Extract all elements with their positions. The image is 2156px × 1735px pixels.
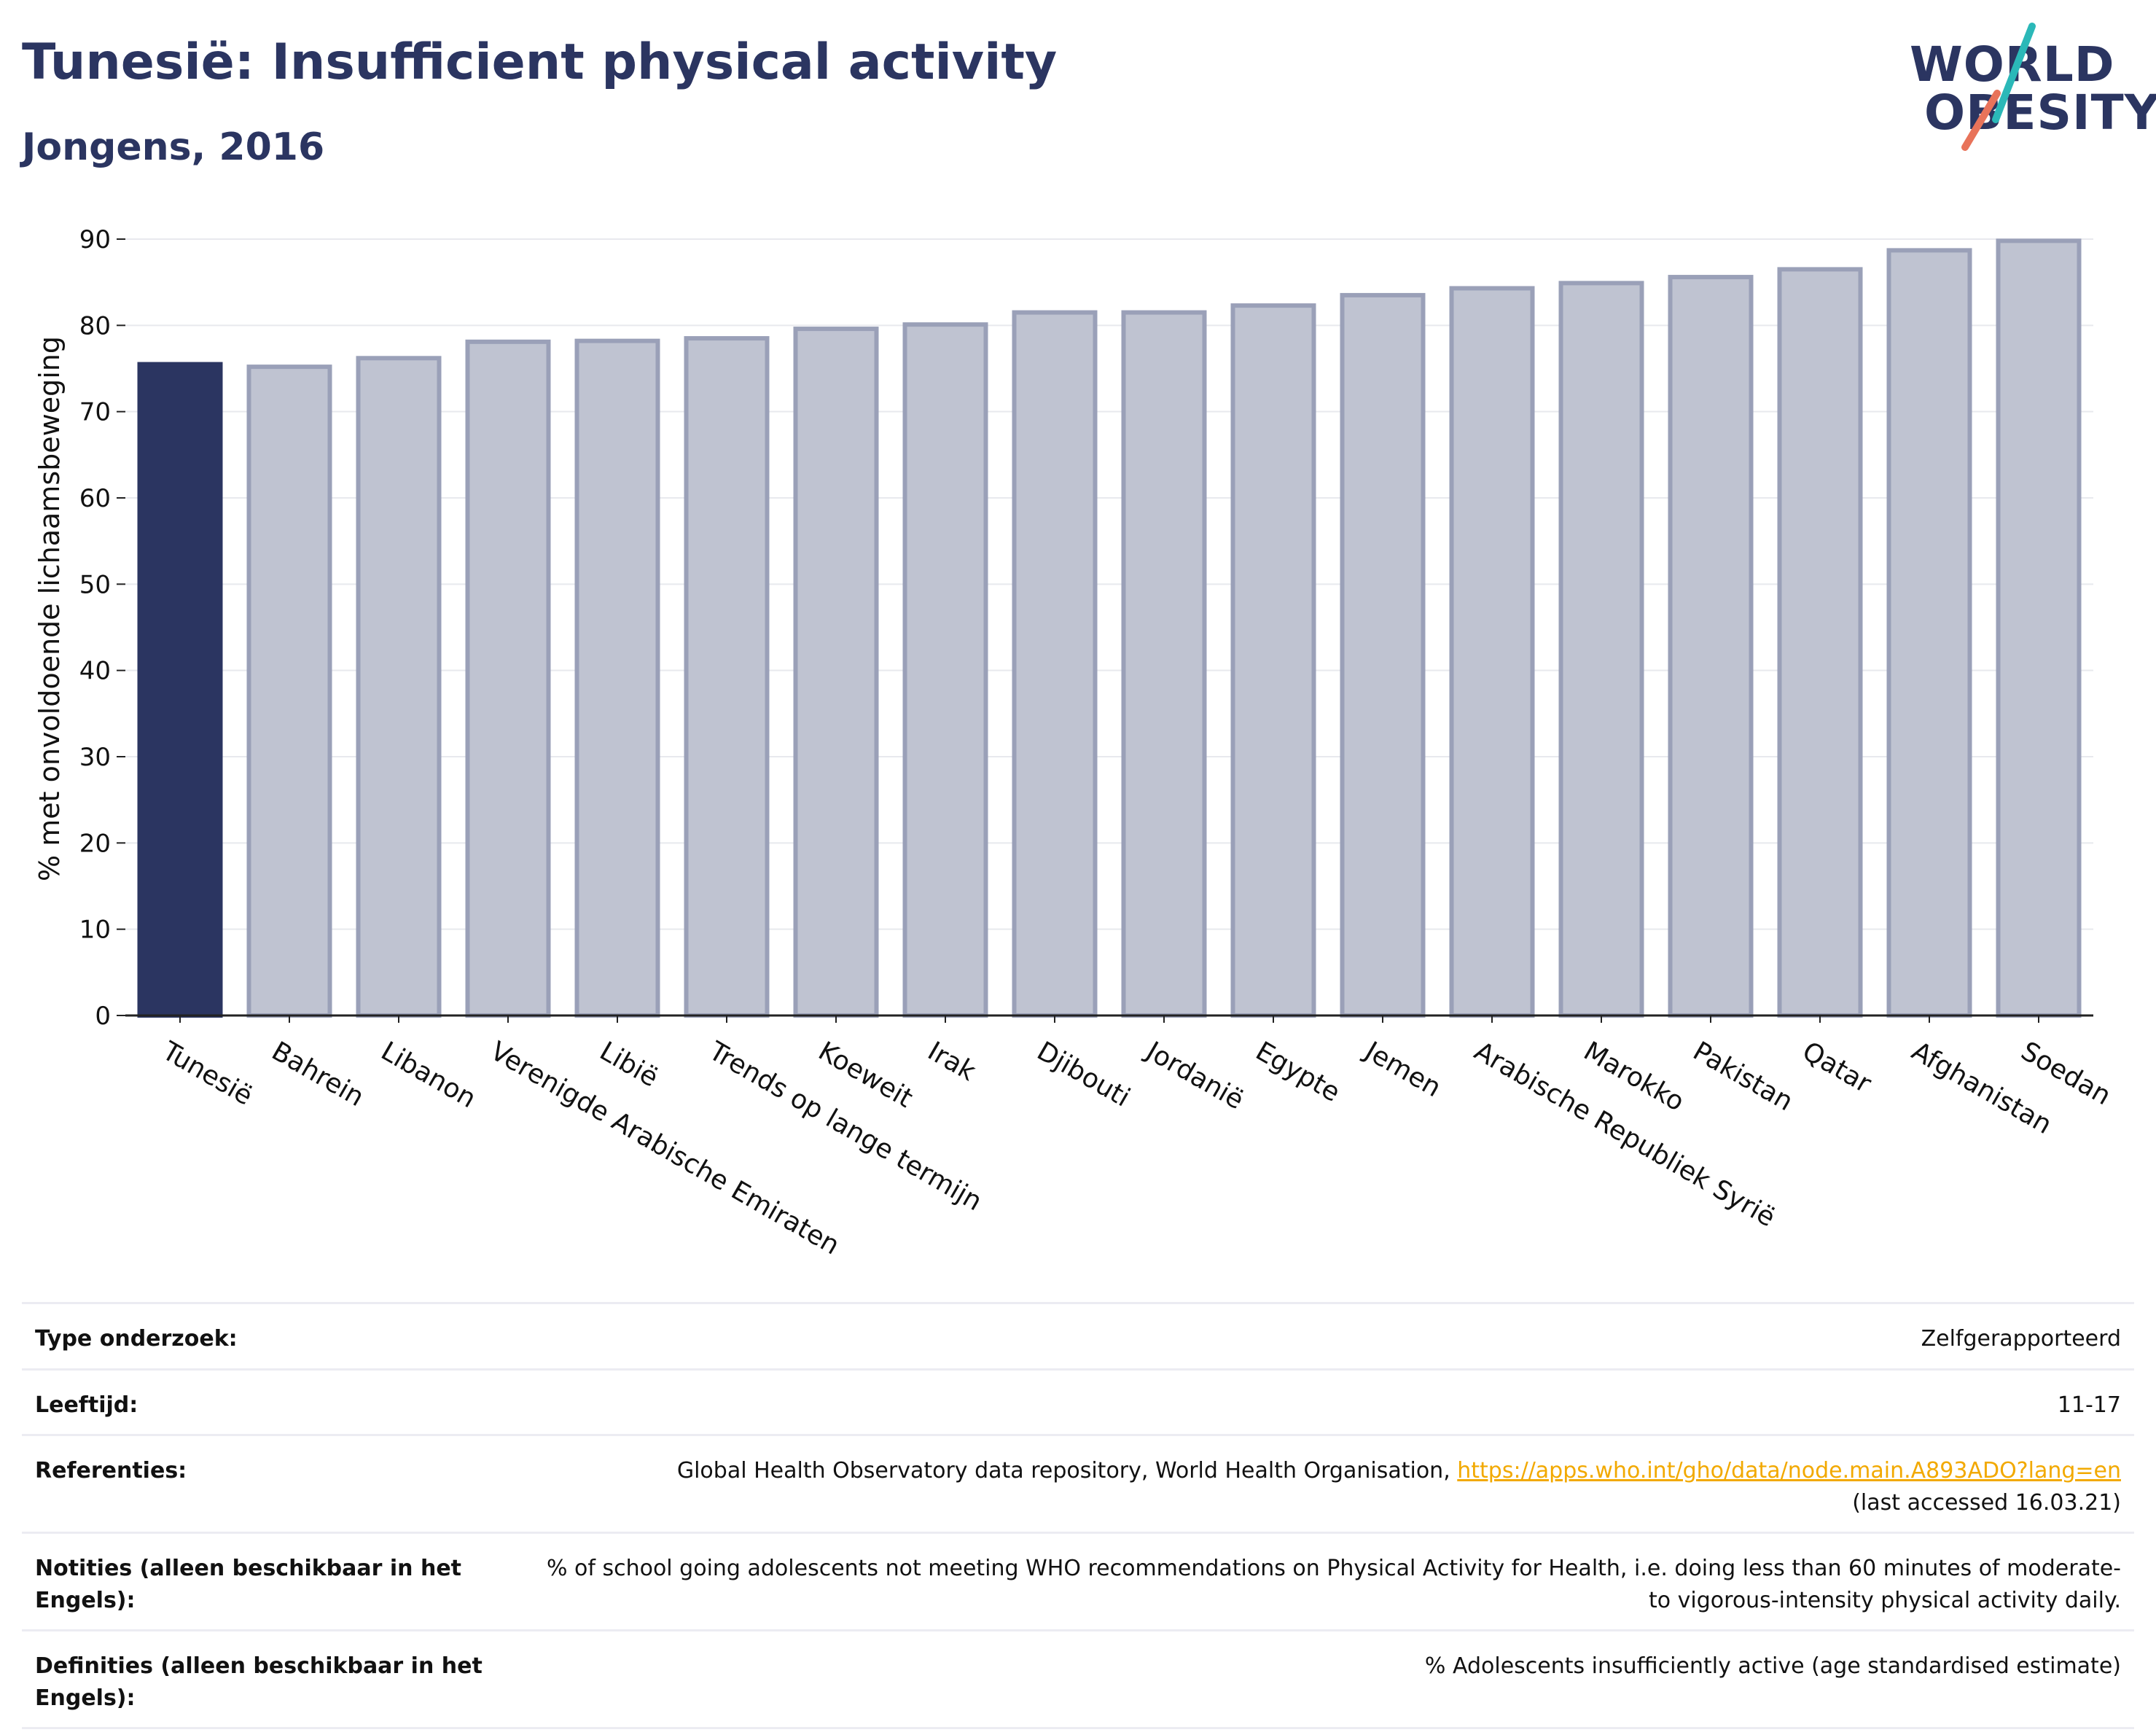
logo-slash-coral — [1961, 90, 2001, 151]
x-tick-label: Verenigde Arabische Emiraten — [485, 1036, 845, 1260]
bar-chart: 0 10 20 30 40 50 60 70 80 90 Tunesië Bahrein Libano… — [79, 225, 2116, 1261]
meta-value: Zelfgerapporteerd — [515, 1302, 2134, 1369]
bar — [1558, 281, 1644, 1018]
meta-key: Referenties: — [22, 1434, 515, 1533]
bar — [1668, 275, 1754, 1018]
x-tick-label: Djibouti — [1032, 1036, 1135, 1112]
y-tick-label: 70 — [79, 398, 111, 427]
bar — [574, 338, 660, 1018]
bar — [902, 322, 988, 1018]
meta-value: % Adolescents insufficiently active (age… — [515, 1629, 2134, 1729]
chart-title: Tunesië: Insufficient physical activity — [22, 34, 1058, 91]
y-tick-label: 40 — [79, 657, 111, 686]
y-axis-ticks: 0 10 20 30 40 50 60 70 80 90 — [79, 225, 125, 1031]
meta-row-references: Referenties: Global Health Observatory d… — [22, 1434, 2134, 1533]
y-tick-label: 30 — [79, 743, 111, 772]
metadata-table: Type onderzoek: Zelfgerapporteerd Leefti… — [22, 1302, 2134, 1729]
reference-link[interactable]: https://apps.who.int/gho/data/node.main.… — [1457, 1458, 2121, 1483]
y-tick-label: 60 — [79, 484, 111, 513]
meta-value: Global Health Observatory data repositor… — [515, 1434, 2134, 1533]
meta-key: Definities (alleen beschikbaar in het En… — [22, 1629, 515, 1729]
meta-value: % of school going adolescents not meetin… — [515, 1532, 2134, 1631]
bar — [1449, 286, 1535, 1018]
bar — [246, 364, 332, 1018]
bar — [1230, 303, 1316, 1018]
bar — [793, 327, 879, 1018]
bar — [465, 339, 551, 1018]
logo-slash-teal — [1992, 23, 2036, 123]
reference-text: Global Health Observatory data repositor… — [676, 1458, 1458, 1483]
meta-key: Notities (alleen beschikbaar in het Enge… — [22, 1532, 515, 1631]
x-tick-label: Qatar — [1797, 1036, 1876, 1099]
meta-row-survey-type: Type onderzoek: Zelfgerapporteerd — [22, 1302, 2134, 1369]
meta-row-definitions: Definities (alleen beschikbaar in het En… — [22, 1629, 2134, 1729]
x-tick-label: Irak — [923, 1036, 981, 1087]
x-tick-label: Egypte — [1251, 1036, 1345, 1108]
bar — [1012, 310, 1098, 1018]
y-axis-label: % met onvoldoende lichaamsbeweging — [34, 336, 66, 881]
x-tick-label: Libanon — [376, 1036, 481, 1114]
logo-word-obesity: OBESITY — [1924, 85, 2156, 141]
y-tick-label: 50 — [79, 570, 111, 599]
x-tick-label: Libië — [595, 1036, 663, 1093]
chart-bars — [137, 238, 2082, 1018]
y-tick-label: 10 — [79, 916, 111, 945]
bar — [1121, 310, 1207, 1018]
bar — [356, 356, 442, 1018]
y-tick-label: 80 — [79, 311, 111, 340]
x-tick-label: Jordanië — [1140, 1035, 1249, 1115]
bar — [1340, 292, 1426, 1018]
x-axis-ticks: Tunesië Bahrein Libanon Verenigde Arabische… — [157, 1015, 2116, 1261]
bar — [1777, 267, 1863, 1018]
y-tick-label: 90 — [79, 225, 111, 254]
x-tick-label: Jemen — [1359, 1035, 1446, 1103]
bar — [1996, 238, 2082, 1018]
meta-row-age: Leeftijd: 11-17 — [22, 1368, 2134, 1435]
x-tick-label: Bahrein — [267, 1036, 369, 1112]
meta-key: Leeftijd: — [22, 1368, 515, 1435]
meta-key: Type onderzoek: — [22, 1302, 515, 1369]
x-tick-label: Pakistan — [1688, 1036, 1798, 1117]
meta-value: 11-17 — [515, 1368, 2134, 1435]
meta-row-notes: Notities (alleen beschikbaar in het Enge… — [22, 1532, 2134, 1631]
bar — [684, 336, 770, 1018]
bar — [1886, 248, 1972, 1018]
y-tick-label: 20 — [79, 829, 111, 858]
bar — [137, 362, 223, 1018]
world-obesity-logo[interactable]: WORLD OBESITY — [1895, 22, 2156, 153]
chart-subtitle: Jongens, 2016 — [22, 125, 325, 169]
reference-accessed: (last accessed 16.03.21) — [1852, 1489, 2121, 1516]
logo-slash-icon — [1961, 23, 2036, 151]
x-tick-label: Tunesië — [157, 1036, 257, 1112]
y-tick-label: 0 — [95, 1002, 111, 1031]
